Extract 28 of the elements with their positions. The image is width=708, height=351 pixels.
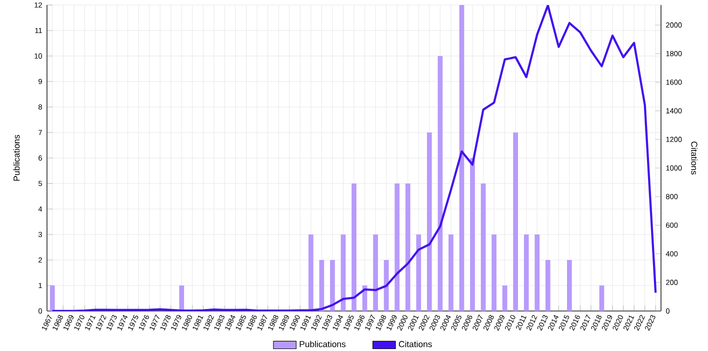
bar xyxy=(352,184,356,311)
bar xyxy=(524,234,529,311)
bar xyxy=(534,234,540,311)
bar xyxy=(416,234,422,311)
bar xyxy=(50,286,55,311)
bar xyxy=(480,184,486,311)
bar xyxy=(405,184,410,311)
y-axis-title: Publications xyxy=(13,134,20,181)
bar xyxy=(470,158,475,311)
bar xyxy=(308,234,314,311)
bar xyxy=(513,132,518,311)
bar xyxy=(545,260,550,311)
legend-label: Publications xyxy=(300,340,346,348)
bar xyxy=(567,260,572,311)
bar xyxy=(502,286,508,311)
bar xyxy=(394,184,400,311)
bar xyxy=(330,260,335,311)
bar xyxy=(599,286,604,311)
y2-axis-title: Citations xyxy=(691,142,698,175)
bar xyxy=(373,234,378,311)
bar xyxy=(340,234,346,311)
bar xyxy=(448,234,454,311)
legend-label: Citations xyxy=(398,340,432,348)
bar xyxy=(459,5,464,311)
bar xyxy=(179,286,184,311)
bar xyxy=(438,56,443,311)
bar xyxy=(426,132,432,311)
bar xyxy=(492,234,496,311)
